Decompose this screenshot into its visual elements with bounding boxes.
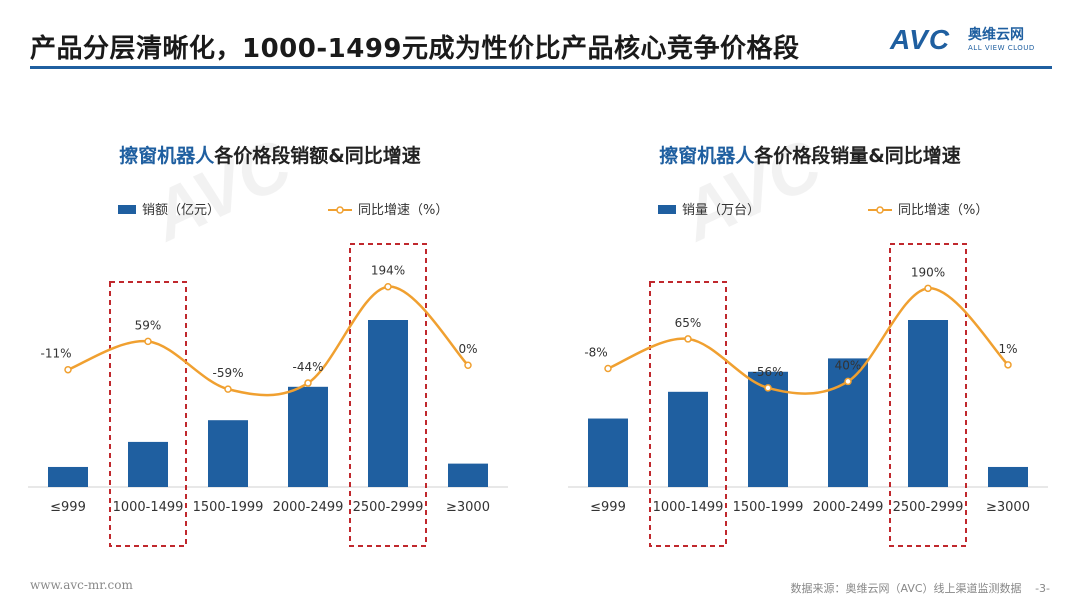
website-link[interactable]: www.avc-mr.com [30,578,133,592]
legend-line-marker [336,206,344,214]
bar [128,441,168,487]
legend-bar-swatch [658,205,676,214]
bar [48,466,88,487]
growth-point [304,379,312,387]
source-text: 数据来源：奥维云网（AVC）线上渠道监测数据 [790,582,1022,595]
category-label: 1000-1499 [653,500,724,515]
category-label: 2000-2499 [273,500,344,515]
growth-label: -44% [292,360,323,374]
bar [908,320,948,487]
bar [668,391,708,487]
growth-label: -56% [752,365,783,379]
legend-line-marker [876,206,884,214]
legend-line-label: 同比增速（%） [358,203,448,218]
category-label: 2000-2499 [813,500,884,515]
bar [448,463,488,487]
chart-title-rest: 各价格段销额&同比增速 [213,144,421,167]
category-label: 1000-1499 [113,500,184,515]
growth-label: 59% [135,318,162,332]
chart-title-rest: 各价格段销量&同比增速 [753,144,961,167]
page-number: -3- [1035,582,1050,595]
bar [368,320,408,487]
growth-point [224,385,232,393]
growth-point [924,284,932,293]
sales-value-chart: 擦窗机器人各价格段销额&同比增速销额（亿元） 同比增速（%） -11% 59% -59%… [0,130,540,570]
logo-cn: 奥维云网 [968,27,1024,43]
growth-label: -59% [212,366,243,380]
bar [208,420,248,487]
growth-point [144,337,152,346]
chart-title-highlight: 擦窗机器人 [119,144,215,167]
category-label: ≥3000 [446,500,490,515]
growth-label: 65% [675,316,702,330]
category-label: 2500-2999 [893,500,964,515]
category-label: ≤999 [590,500,626,515]
chart-title-highlight: 擦窗机器人 [659,144,755,167]
growth-point [764,384,772,392]
growth-point [604,364,612,373]
bar [288,386,328,487]
category-label: 1500-1999 [193,500,264,515]
sales-volume-chart: 擦窗机器人各价格段销量&同比增速销量（万台） 同比增速（%） -8% 65% -56% 4… [540,130,1080,570]
highlight-box [349,243,427,547]
highlight-box [889,243,967,547]
highlight-box [109,281,187,547]
growth-label: 40% [835,358,862,372]
growth-point [64,365,72,374]
growth-point [384,282,392,291]
growth-label: 194% [371,264,405,278]
bar [988,466,1028,487]
category-label: 2500-2999 [353,500,424,515]
growth-point [844,377,852,386]
page-title: 产品分层清晰化，1000-1499元成为性价比产品核心竞争价格段 [30,34,800,64]
bar [588,418,628,487]
growth-label: 190% [911,265,945,279]
category-label: ≤999 [50,500,86,515]
category-label: 1500-1999 [733,500,804,515]
legend-bar-label: 销量（万台） [682,203,760,218]
logo-text: AVC [890,24,951,55]
footer-source: 数据来源：奥维云网（AVC）线上渠道监测数据 -3- [781,580,1050,596]
avc-logo: AVC 奥维云网 ALL VIEW CLOUD [890,20,1060,60]
growth-label: 1% [998,342,1017,356]
growth-point [464,361,472,369]
growth-label: -11% [40,347,71,361]
category-label: ≥3000 [986,500,1030,515]
chart-title: 擦窗机器人各价格段销量&同比增速 [659,144,961,167]
legend-bar-label: 销额（亿元） [142,203,220,218]
growth-label: -8% [584,345,607,359]
chart-title: 擦窗机器人各价格段销额&同比增速 [119,144,421,167]
growth-label: 0% [458,342,477,356]
growth-point [684,335,692,343]
highlight-box [649,281,727,547]
legend-line-label: 同比增速（%） [898,203,988,218]
growth-point [1004,361,1012,369]
title-rule [30,66,1052,69]
legend-bar-swatch [118,205,136,214]
logo-en: ALL VIEW CLOUD [968,44,1035,52]
